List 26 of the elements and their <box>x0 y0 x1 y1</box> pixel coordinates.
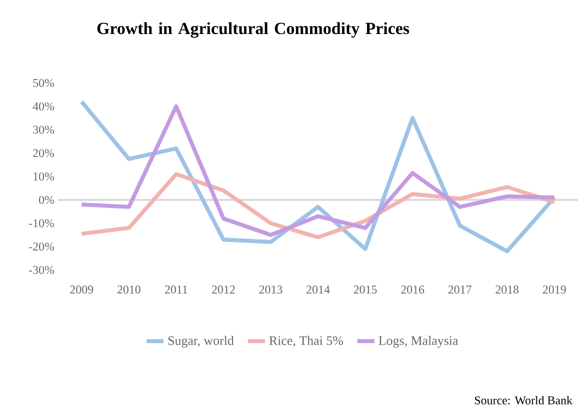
y-tick-label: -20% <box>29 242 54 251</box>
legend-label: Rice, Thai 5% <box>269 336 343 347</box>
legend-label: Sugar, world <box>168 336 234 348</box>
line-series <box>80 172 556 240</box>
source-note: Source: World Bank <box>474 396 572 404</box>
y-tick-label: 30% <box>33 126 54 134</box>
x-tick-label: 2019 <box>542 286 566 294</box>
y-tick-label: 10% <box>34 172 54 181</box>
x-tick-label: 2017 <box>448 286 472 294</box>
x-tick-label: 2014 <box>306 286 330 294</box>
y-tick-label: 20% <box>33 149 54 158</box>
legend-label: Logs, Malaysia <box>378 336 458 348</box>
y-tick-label: -30% <box>29 266 54 274</box>
x-tick-label: 2016 <box>401 286 424 294</box>
x-tick-label: 2018 <box>496 286 519 294</box>
y-tick-label: 40% <box>32 102 54 110</box>
x-tick-label: 2009 <box>70 286 94 294</box>
y-tick-label: 0% <box>38 196 54 204</box>
x-tick-label: 2011 <box>164 286 188 294</box>
x-tick-label: 2010 <box>117 286 140 294</box>
x-tick-label: 2013 <box>259 286 282 294</box>
chart-title: Growth in Agricultural Commodity Prices <box>97 22 410 38</box>
y-tick-label: 50% <box>33 78 54 88</box>
x-tick-label: 2012 <box>212 286 235 294</box>
x-tick-label: 2015 <box>354 286 377 294</box>
y-tick-label: -10% <box>29 219 54 228</box>
